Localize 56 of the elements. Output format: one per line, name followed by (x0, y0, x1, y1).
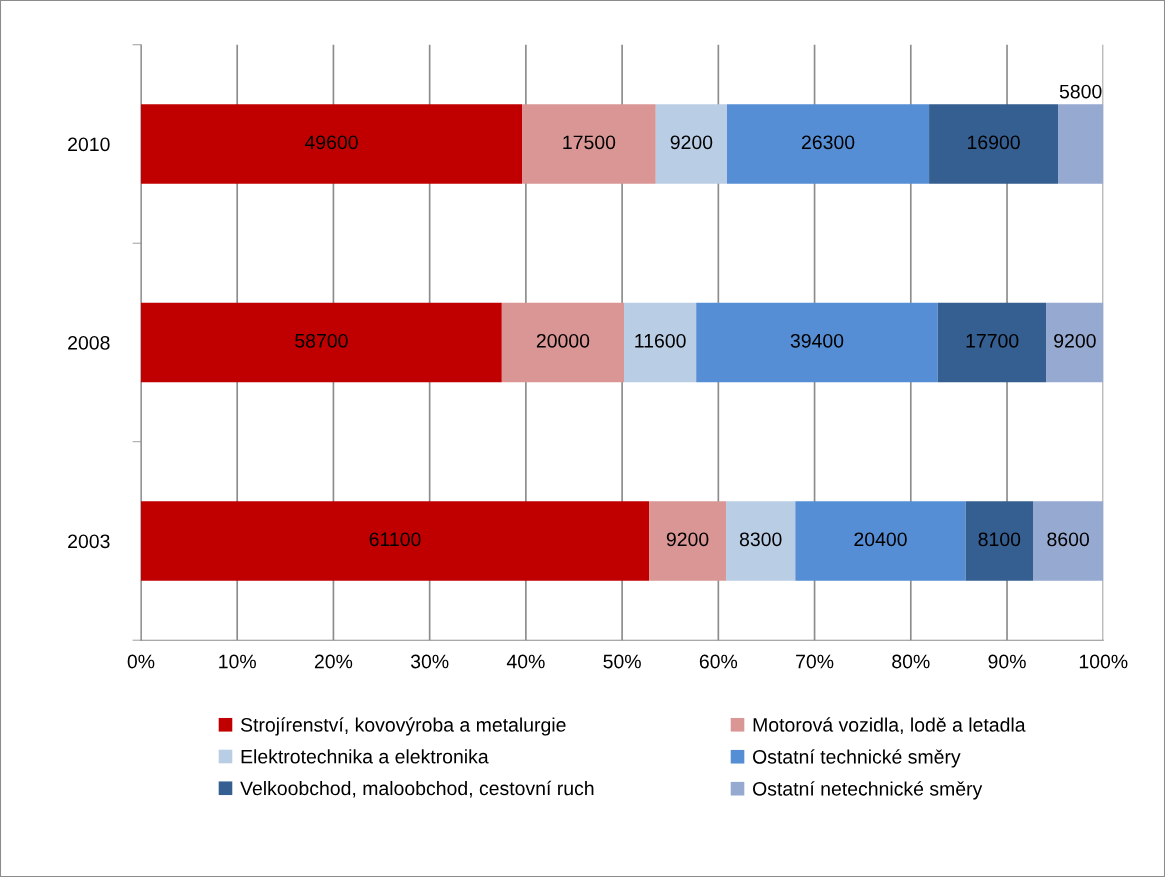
bar (1058, 104, 1104, 184)
bar (727, 104, 930, 184)
annotation: 11600 (635, 333, 686, 348)
bar (696, 302, 938, 383)
bar (1046, 302, 1104, 383)
bar (140, 104, 523, 184)
bar (726, 501, 796, 581)
annotation: 49600 (304, 135, 358, 150)
x-tick-label: 40% (506, 654, 545, 669)
annotation: 17500 (563, 135, 616, 150)
annotation: 58700 (295, 333, 348, 348)
bar (937, 302, 1047, 383)
legend-label: Elektrotechnika a elektronika (241, 749, 489, 764)
x-tick-label: 90% (988, 654, 1026, 669)
y-tick-label: 2008 (68, 335, 110, 350)
annotation: 17700 (966, 333, 1019, 348)
bar (501, 302, 625, 383)
annotation: 9200 (666, 532, 709, 547)
legend-label: Motorová vozidla, lodě a letadla (753, 717, 1026, 735)
bar (929, 104, 1059, 184)
y-tick-label: 2003 (68, 534, 110, 549)
bar (140, 501, 650, 581)
x-tick-label: 60% (699, 654, 738, 669)
annotation: 9200 (1054, 333, 1096, 348)
annotation: 39400 (790, 333, 844, 348)
bar (655, 104, 727, 184)
x-tick-label: 100% (1079, 654, 1128, 669)
bar (965, 501, 1034, 581)
annotation: 8600 (1047, 532, 1089, 547)
annotation: 61100 (369, 532, 421, 547)
annotation: 20400 (854, 532, 907, 547)
x-tick-label: 10% (219, 654, 256, 669)
y-tick-label: 2010 (68, 137, 110, 152)
bar (522, 104, 656, 184)
annotation: 20000 (536, 333, 590, 348)
annotation: 16900 (968, 135, 1020, 150)
annotation: 8100 (978, 532, 1021, 547)
x-tick-label: 0% (127, 654, 155, 669)
bar (795, 501, 966, 581)
x-tick-label: 70% (796, 654, 834, 669)
x-tick-label: 50% (603, 654, 641, 669)
annotation: 8300 (739, 532, 782, 547)
annotation: 9200 (670, 135, 713, 150)
legend-label: Strojírenství, kovovýroba a metalurgie (240, 717, 566, 736)
bar (624, 302, 697, 383)
legend-label: Ostatní netechnické směry (753, 781, 983, 800)
annotation: 26300 (801, 135, 855, 150)
bar (649, 501, 727, 581)
x-tick-label: 20% (314, 654, 353, 669)
legend-label: Ostatní technické směry (753, 749, 961, 768)
annotation: 5800 (1059, 84, 1102, 99)
x-tick-label: 30% (410, 654, 449, 669)
bar (140, 302, 502, 383)
x-tick-label: 80% (892, 654, 930, 669)
bar (1033, 501, 1104, 581)
legend-label: Velkoobchod, maloobchod, cestovní ruch (240, 780, 594, 798)
